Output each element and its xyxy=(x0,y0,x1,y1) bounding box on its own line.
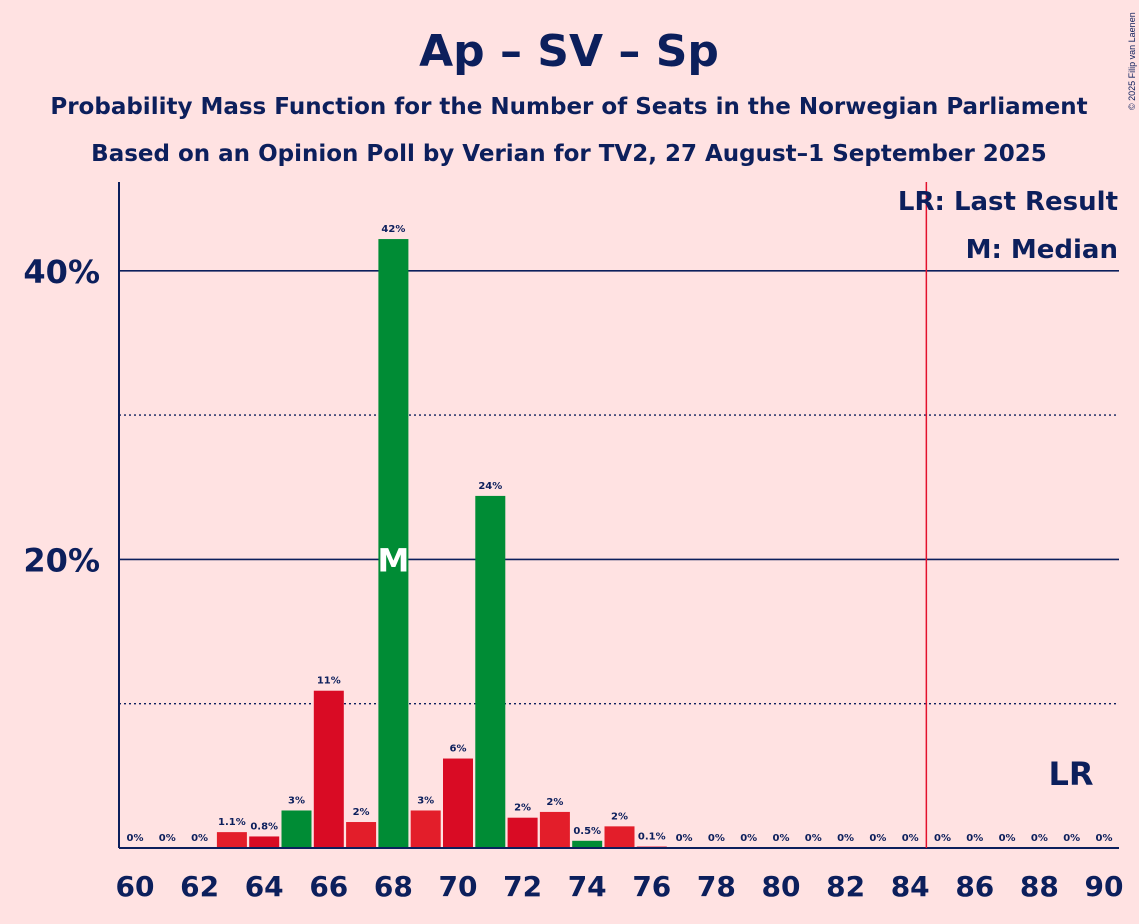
bar-label-81: 0% xyxy=(805,833,822,844)
legend-last-result: LR: Last Result xyxy=(898,187,1118,217)
bar-label-67: 2% xyxy=(353,807,370,818)
x-tick-label: 68 xyxy=(374,870,413,903)
bar-label-64: 0.8% xyxy=(250,821,278,832)
bar-label-74: 0.5% xyxy=(573,826,601,837)
bar-64 xyxy=(249,836,280,848)
bar-label-90: 0% xyxy=(1096,833,1113,844)
x-tick-label: 76 xyxy=(632,870,671,903)
x-tick-label: 84 xyxy=(891,870,930,903)
bar-labels-group: 0% 0% 0% 1.1% 0.8% 3% 11% 2% 42% 3% 6% 24% 2% 2% 0.5% 2… xyxy=(127,224,1113,844)
bar-label-89: 0% xyxy=(1063,833,1080,844)
bar-label-75: 2% xyxy=(611,811,628,822)
bar-label-87: 0% xyxy=(999,833,1016,844)
x-tick-label: 86 xyxy=(955,870,994,903)
bar-label-71: 24% xyxy=(478,481,502,492)
bar-label-60: 0% xyxy=(127,833,144,844)
last-result-marker: LR xyxy=(1048,755,1093,793)
x-tick-label: 82 xyxy=(826,870,865,903)
bar-label-66: 11% xyxy=(317,676,341,687)
chart-subtitle-2: Based on an Opinion Poll by Verian for T… xyxy=(91,141,1047,167)
x-tick-label: 60 xyxy=(116,870,155,903)
x-tick-label: 64 xyxy=(245,870,284,903)
bar-67 xyxy=(346,822,377,848)
x-tick-label: 74 xyxy=(568,870,607,903)
y-tick-label: 20% xyxy=(23,541,100,579)
bar-72 xyxy=(507,817,538,848)
bar-label-65: 3% xyxy=(288,795,305,806)
bar-73 xyxy=(539,811,570,848)
bar-label-72: 2% xyxy=(514,803,531,814)
bar-label-73: 2% xyxy=(546,797,563,808)
x-tick-label: 72 xyxy=(503,870,542,903)
x-tick-label: 78 xyxy=(697,870,736,903)
chart-subtitle-1: Probability Mass Function for the Number… xyxy=(50,94,1087,120)
bar-label-68: 42% xyxy=(381,224,405,235)
bar-69 xyxy=(410,810,441,848)
x-tick-label: 62 xyxy=(180,870,219,903)
bar-label-63: 1.1% xyxy=(218,817,246,828)
bar-label-85: 0% xyxy=(934,833,951,844)
chart-title: Ap – SV – Sp xyxy=(419,26,719,77)
y-axis-ticks: 20% 40% xyxy=(23,253,100,580)
bars-group xyxy=(216,239,667,848)
bar-label-82: 0% xyxy=(837,833,854,844)
x-tick-label: 90 xyxy=(1085,870,1124,903)
bar-68 xyxy=(378,239,409,848)
x-tick-label: 66 xyxy=(309,870,348,903)
median-marker: M xyxy=(377,541,409,579)
bar-label-80: 0% xyxy=(773,833,790,844)
bar-65 xyxy=(281,810,312,848)
bar-63 xyxy=(216,832,247,848)
bar-label-61: 0% xyxy=(159,833,176,844)
bar-75 xyxy=(604,826,635,848)
bar-label-84: 0% xyxy=(902,833,919,844)
bar-label-79: 0% xyxy=(740,833,757,844)
bar-label-69: 3% xyxy=(417,795,434,806)
bar-label-77: 0% xyxy=(676,833,693,844)
bar-label-86: 0% xyxy=(966,833,983,844)
y-tick-label: 40% xyxy=(23,253,100,291)
bar-label-76: 0.1% xyxy=(638,832,666,843)
bar-71 xyxy=(475,495,506,848)
bar-label-62: 0% xyxy=(191,833,208,844)
x-tick-label: 88 xyxy=(1020,870,1059,903)
bar-label-70: 6% xyxy=(450,744,467,755)
legend-median: M: Median xyxy=(966,235,1118,265)
bar-label-83: 0% xyxy=(869,833,886,844)
bar-label-88: 0% xyxy=(1031,833,1048,844)
gridlines xyxy=(119,269,1119,705)
x-tick-label: 70 xyxy=(439,870,478,903)
bar-label-78: 0% xyxy=(708,833,725,844)
x-axis-ticks: 60 62 64 66 68 70 72 74 76 78 80 82 84 86 88 90 xyxy=(116,870,1124,903)
bar-66 xyxy=(313,690,344,848)
bar-74 xyxy=(572,840,603,848)
x-tick-label: 80 xyxy=(762,870,801,903)
copyright-note: © 2025 Filip van Laenen xyxy=(1127,12,1137,110)
bar-70 xyxy=(443,758,473,848)
